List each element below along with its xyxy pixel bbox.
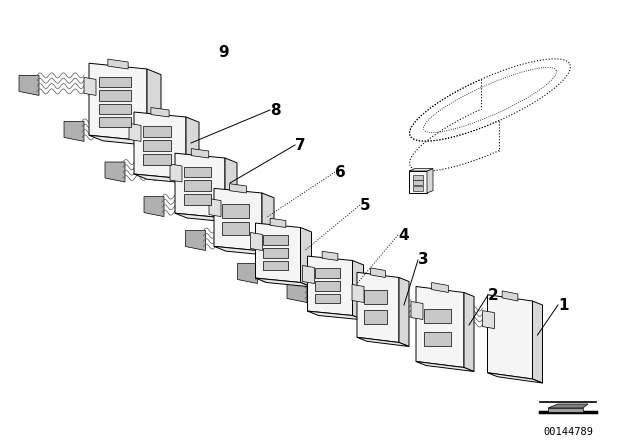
Polygon shape — [184, 181, 211, 191]
Polygon shape — [225, 158, 237, 223]
Polygon shape — [346, 300, 366, 319]
Polygon shape — [315, 281, 340, 291]
Polygon shape — [222, 222, 248, 235]
Polygon shape — [143, 140, 172, 151]
Polygon shape — [262, 193, 274, 256]
Polygon shape — [371, 268, 385, 277]
Polygon shape — [431, 283, 449, 293]
Polygon shape — [184, 167, 211, 177]
Polygon shape — [315, 293, 340, 303]
Text: 2: 2 — [488, 288, 499, 302]
Polygon shape — [488, 373, 543, 383]
Text: 3: 3 — [418, 253, 429, 267]
Polygon shape — [417, 309, 438, 328]
Polygon shape — [270, 218, 286, 228]
Polygon shape — [214, 188, 262, 251]
Polygon shape — [99, 117, 131, 127]
Polygon shape — [548, 408, 583, 412]
Polygon shape — [411, 302, 423, 319]
Polygon shape — [364, 310, 387, 324]
Polygon shape — [399, 277, 409, 346]
Polygon shape — [184, 194, 211, 205]
Polygon shape — [301, 228, 312, 287]
Polygon shape — [209, 198, 221, 216]
Polygon shape — [263, 261, 288, 270]
Bar — [413, 175, 423, 180]
Polygon shape — [357, 337, 409, 346]
Polygon shape — [424, 332, 451, 345]
Polygon shape — [303, 266, 314, 284]
Polygon shape — [186, 231, 205, 250]
Polygon shape — [483, 310, 495, 328]
Polygon shape — [230, 184, 246, 193]
Polygon shape — [364, 290, 387, 305]
Bar — [413, 180, 423, 185]
Polygon shape — [488, 295, 532, 379]
Polygon shape — [237, 263, 257, 284]
Text: 8: 8 — [270, 103, 280, 117]
Polygon shape — [357, 272, 399, 343]
Polygon shape — [416, 362, 474, 371]
Polygon shape — [108, 59, 128, 69]
Polygon shape — [222, 204, 248, 218]
Polygon shape — [134, 174, 199, 184]
Polygon shape — [19, 75, 39, 95]
Polygon shape — [409, 168, 433, 171]
Polygon shape — [134, 112, 186, 179]
Polygon shape — [99, 77, 131, 87]
Polygon shape — [263, 235, 288, 245]
Polygon shape — [307, 311, 364, 320]
Polygon shape — [143, 155, 172, 165]
Polygon shape — [307, 256, 353, 315]
Text: 9: 9 — [218, 44, 228, 60]
Polygon shape — [416, 287, 464, 367]
Polygon shape — [255, 278, 312, 287]
Polygon shape — [170, 164, 182, 182]
Polygon shape — [105, 162, 125, 182]
Polygon shape — [151, 108, 169, 117]
Polygon shape — [315, 268, 340, 278]
Text: 7: 7 — [295, 138, 306, 152]
Polygon shape — [548, 404, 588, 408]
Polygon shape — [353, 260, 364, 320]
Polygon shape — [99, 103, 131, 114]
Text: 5: 5 — [360, 198, 371, 212]
Polygon shape — [175, 213, 237, 223]
Polygon shape — [89, 63, 147, 141]
Polygon shape — [99, 90, 131, 100]
Text: 4: 4 — [398, 228, 408, 242]
Polygon shape — [129, 123, 141, 142]
Polygon shape — [287, 283, 307, 302]
Polygon shape — [191, 149, 209, 158]
Polygon shape — [64, 121, 84, 142]
Polygon shape — [263, 248, 288, 258]
Polygon shape — [532, 301, 543, 383]
Polygon shape — [186, 117, 199, 184]
Polygon shape — [322, 251, 338, 260]
Polygon shape — [250, 233, 262, 250]
Polygon shape — [464, 293, 474, 371]
Polygon shape — [84, 78, 96, 95]
Text: 6: 6 — [335, 164, 346, 180]
Polygon shape — [427, 168, 433, 193]
Polygon shape — [147, 69, 161, 146]
Polygon shape — [352, 284, 364, 302]
Polygon shape — [143, 126, 172, 137]
Polygon shape — [424, 309, 451, 323]
Polygon shape — [409, 171, 427, 193]
Polygon shape — [255, 223, 301, 283]
Polygon shape — [89, 135, 161, 146]
Polygon shape — [502, 291, 518, 301]
Text: 00144789: 00144789 — [543, 427, 593, 437]
Polygon shape — [175, 153, 225, 218]
Polygon shape — [144, 197, 164, 216]
Text: 1: 1 — [558, 297, 568, 313]
Bar — [413, 185, 423, 190]
Polygon shape — [214, 246, 274, 256]
